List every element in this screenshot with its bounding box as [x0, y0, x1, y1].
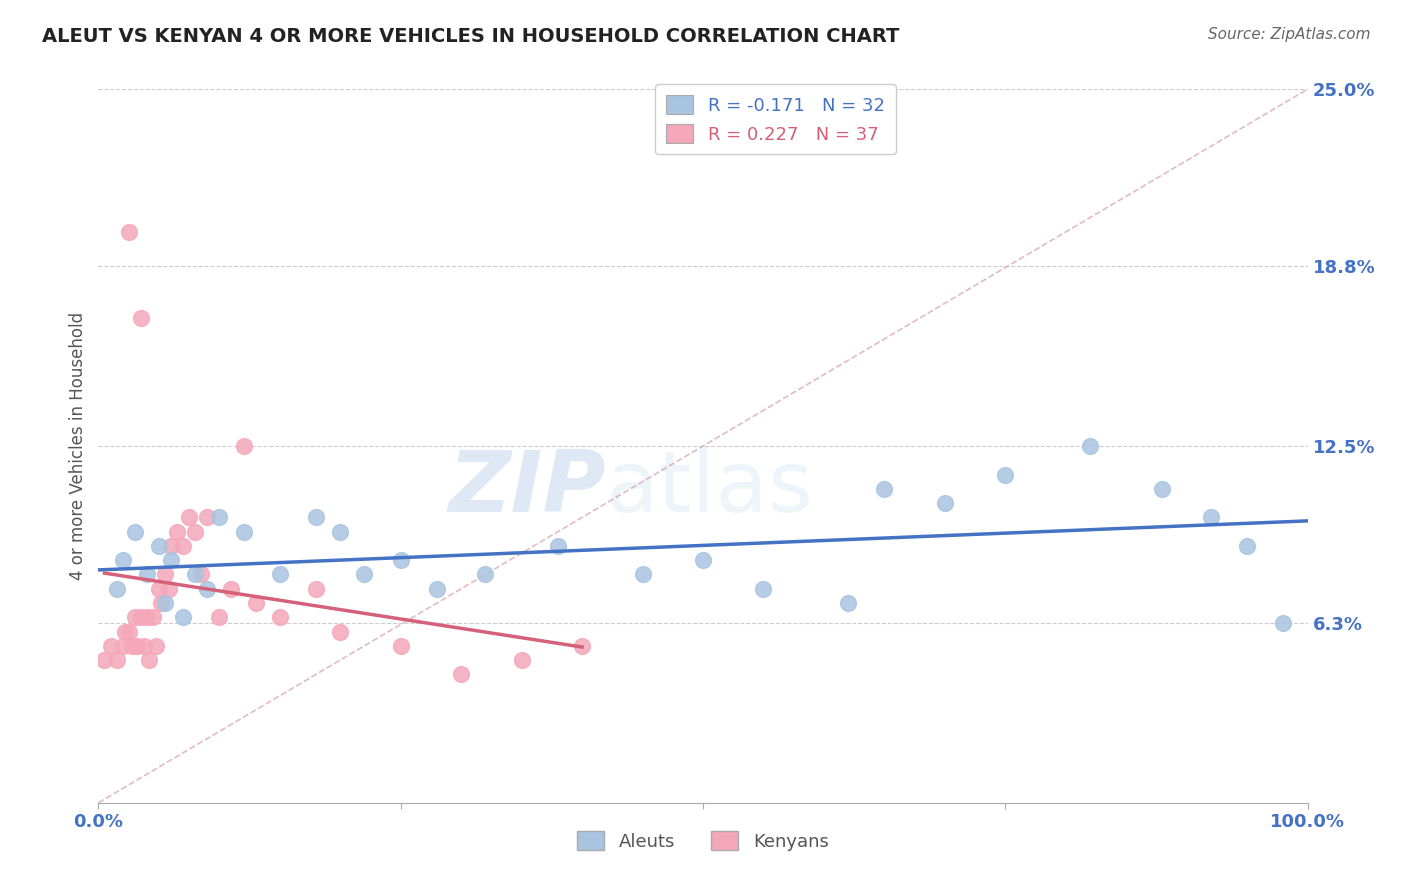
- Point: [166, 524, 188, 539]
- Point: [129, 610, 152, 624]
- Point: [208, 610, 231, 624]
- Point: [426, 582, 449, 596]
- Point: [353, 567, 375, 582]
- Point: [172, 610, 194, 624]
- Point: [1272, 615, 1295, 630]
- Point: [111, 553, 134, 567]
- Point: [510, 653, 533, 667]
- Point: [245, 596, 267, 610]
- Point: [474, 567, 496, 582]
- Point: [118, 225, 141, 239]
- Point: [547, 539, 569, 553]
- Point: [124, 524, 146, 539]
- Point: [135, 567, 157, 582]
- Point: [571, 639, 593, 653]
- Point: [1199, 510, 1222, 524]
- Point: [121, 639, 143, 653]
- Point: [752, 582, 775, 596]
- Point: [138, 653, 160, 667]
- Point: [157, 582, 180, 596]
- Y-axis label: 4 or more Vehicles in Household: 4 or more Vehicles in Household: [69, 312, 87, 580]
- Text: Source: ZipAtlas.com: Source: ZipAtlas.com: [1208, 27, 1371, 42]
- Point: [305, 510, 328, 524]
- Text: atlas: atlas: [606, 447, 814, 531]
- Point: [127, 639, 149, 653]
- Point: [269, 610, 291, 624]
- Point: [148, 582, 170, 596]
- Legend: Aleuts, Kenyans: Aleuts, Kenyans: [569, 824, 837, 858]
- Point: [232, 439, 254, 453]
- Point: [124, 610, 146, 624]
- Point: [232, 524, 254, 539]
- Point: [114, 624, 136, 639]
- Point: [184, 524, 207, 539]
- Point: [195, 582, 218, 596]
- Point: [389, 553, 412, 567]
- Point: [934, 496, 956, 510]
- Point: [994, 467, 1017, 482]
- Text: ZIP: ZIP: [449, 447, 606, 531]
- Point: [129, 310, 152, 325]
- Point: [692, 553, 714, 567]
- Point: [153, 567, 176, 582]
- Point: [305, 582, 328, 596]
- Point: [93, 653, 115, 667]
- Point: [329, 624, 352, 639]
- Point: [135, 610, 157, 624]
- Point: [153, 596, 176, 610]
- Point: [1078, 439, 1101, 453]
- Point: [142, 610, 165, 624]
- Point: [150, 596, 173, 610]
- Text: ALEUT VS KENYAN 4 OR MORE VEHICLES IN HOUSEHOLD CORRELATION CHART: ALEUT VS KENYAN 4 OR MORE VEHICLES IN HO…: [42, 27, 900, 45]
- Point: [100, 639, 122, 653]
- Point: [190, 567, 212, 582]
- Point: [105, 653, 128, 667]
- Point: [837, 596, 859, 610]
- Point: [184, 567, 207, 582]
- Point: [221, 582, 243, 596]
- Point: [145, 639, 167, 653]
- Point: [148, 539, 170, 553]
- Point: [172, 539, 194, 553]
- Point: [195, 510, 218, 524]
- Point: [208, 510, 231, 524]
- Point: [105, 582, 128, 596]
- Point: [111, 639, 134, 653]
- Point: [160, 553, 183, 567]
- Point: [269, 567, 291, 582]
- Point: [389, 639, 412, 653]
- Point: [329, 524, 352, 539]
- Point: [118, 624, 141, 639]
- Point: [134, 639, 156, 653]
- Point: [873, 482, 896, 496]
- Point: [631, 567, 654, 582]
- Point: [160, 539, 183, 553]
- Point: [1152, 482, 1174, 496]
- Point: [450, 667, 472, 681]
- Point: [179, 510, 201, 524]
- Point: [1236, 539, 1258, 553]
